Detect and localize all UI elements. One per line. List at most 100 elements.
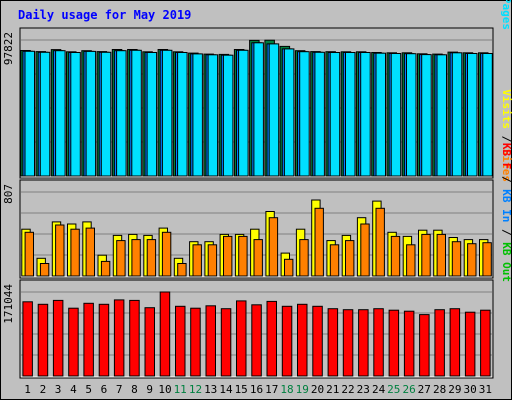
bar-pages-day-20 [314,51,325,177]
bar-pages-day-31 [482,53,493,177]
bar-sites-day-20 [314,207,324,277]
panel-legend: Hits / Files / Pages [500,0,512,30]
bar-sites-day-27 [421,233,431,277]
bar-sites-day-10 [161,231,172,277]
bar-pages-day-24 [375,52,386,177]
bar-sites-day-12 [192,244,202,277]
legend-part: KB F [500,143,512,170]
x-axis: 1 2 3 4 5 6 7 8 9 10 11 12 13 14 15 16 17 18 19 20 21 22 23 24 2… [24,383,492,396]
bar-sites-day-5 [85,227,95,277]
bar-pages-day-13 [207,54,219,177]
bar-pages-day-3 [55,50,66,177]
x-tick-label-day-8: 8 [131,383,138,396]
x-tick-label-day-18: 18 [280,383,293,396]
bar-kb-f-day-27 [419,314,430,377]
bar-sites-day-28 [436,233,447,277]
bar-sites-day-7 [116,240,126,277]
x-tick-label-day-20: 20 [311,383,324,396]
bar-pages-day-10 [161,49,173,177]
bar-sites-day-31 [482,242,492,277]
bar-pages-day-9 [146,52,158,177]
bar-sites-day-17 [268,217,279,277]
bar-kb-f-day-1 [22,301,33,377]
x-tick-label-day-1: 1 [24,383,31,396]
panel-legend: Visits / Sites [500,89,512,182]
bar-kb-f-day-17 [266,300,277,377]
x-tick-label-day-23: 23 [357,383,370,396]
bar-sites-day-3 [55,224,65,277]
x-tick-label-day-31: 31 [479,383,492,396]
bar-pages-day-27 [421,54,432,177]
bar-sites-day-6 [100,260,111,277]
bar-kb-f-day-15 [236,300,247,377]
x-tick-label-day-15: 15 [235,383,248,396]
bar-pages-day-8 [131,49,142,177]
panel-legend: KB F / KB In / KB Out [500,143,512,282]
bar-pages-day-7 [116,50,127,177]
legend-part: KB Out [500,242,512,282]
x-tick-label-day-26: 26 [402,383,415,396]
bar-pages-day-21 [329,52,341,177]
bar-kb-f-day-7 [113,299,125,377]
bar-sites-day-2 [39,263,50,277]
bar-kb-f-day-4 [68,307,79,377]
bar-kb-f-day-24 [373,308,384,377]
bar-pages-day-5 [85,50,97,177]
series-kb-f [22,291,491,377]
x-tick-label-day-11: 11 [174,383,187,396]
bar-sites-day-25 [390,235,401,277]
bar-kb-f-day-8 [129,299,140,377]
bar-kb-f-day-6 [98,303,110,377]
bar-pages-day-25 [390,53,402,177]
panel-max-label: 171044 [2,284,15,324]
x-tick-label-day-25: 25 [387,383,400,396]
bar-pages-day-2 [39,51,51,177]
bar-sites-day-9 [146,239,157,277]
x-tick-label-day-9: 9 [146,383,153,396]
bar-kb-f-day-14 [220,308,232,377]
x-tick-label-day-3: 3 [55,383,62,396]
bar-kb-f-day-20 [312,305,323,377]
bar-sites-day-24 [375,207,385,277]
x-tick-label-day-19: 19 [296,383,309,396]
panel-max-label: 97822 [2,32,15,65]
bar-pages-day-17 [268,43,280,177]
bar-pages-day-29 [451,52,463,177]
panel-top: 97822 Hits / Files / Pages [2,0,512,179]
bar-kb-f-day-30 [464,311,476,377]
x-tick-label-day-27: 27 [418,383,431,396]
x-tick-label-day-6: 6 [101,383,108,396]
bar-kb-f-day-23 [358,309,369,377]
bar-kb-f-day-9 [144,307,155,377]
bar-kb-f-day-22 [342,309,354,377]
bar-kb-f-day-18 [281,305,293,377]
bar-sites-day-1 [24,231,34,277]
bar-pages-day-30 [467,53,478,177]
bar-kb-f-day-29 [449,308,461,377]
bar-pages-day-26 [406,53,417,177]
legend-part: / [500,222,512,242]
bar-kb-f-day-11 [175,305,186,377]
legend-part: Visits [500,89,512,129]
bar-pages-day-12 [192,53,203,177]
bar-kb-f-day-28 [434,309,445,377]
bar-kb-f-day-3 [52,299,64,377]
bar-kb-f-day-12 [190,307,201,377]
series-sites [24,207,492,277]
x-tick-label-day-29: 29 [448,383,461,396]
x-tick-label-day-7: 7 [116,383,123,396]
bar-sites-day-15 [238,235,248,277]
bar-pages-day-16 [253,42,264,177]
legend-part: / [500,169,512,189]
bar-kb-f-day-31 [480,309,491,377]
x-tick-label-day-16: 16 [250,383,263,396]
x-tick-label-day-28: 28 [433,383,446,396]
bar-sites-day-8 [131,239,141,277]
bar-pages-day-28 [436,54,447,177]
x-tick-label-day-22: 22 [341,383,354,396]
bar-kb-f-day-25 [388,309,400,377]
bar-sites-day-4 [70,228,80,277]
bar-pages-day-6 [100,51,112,177]
